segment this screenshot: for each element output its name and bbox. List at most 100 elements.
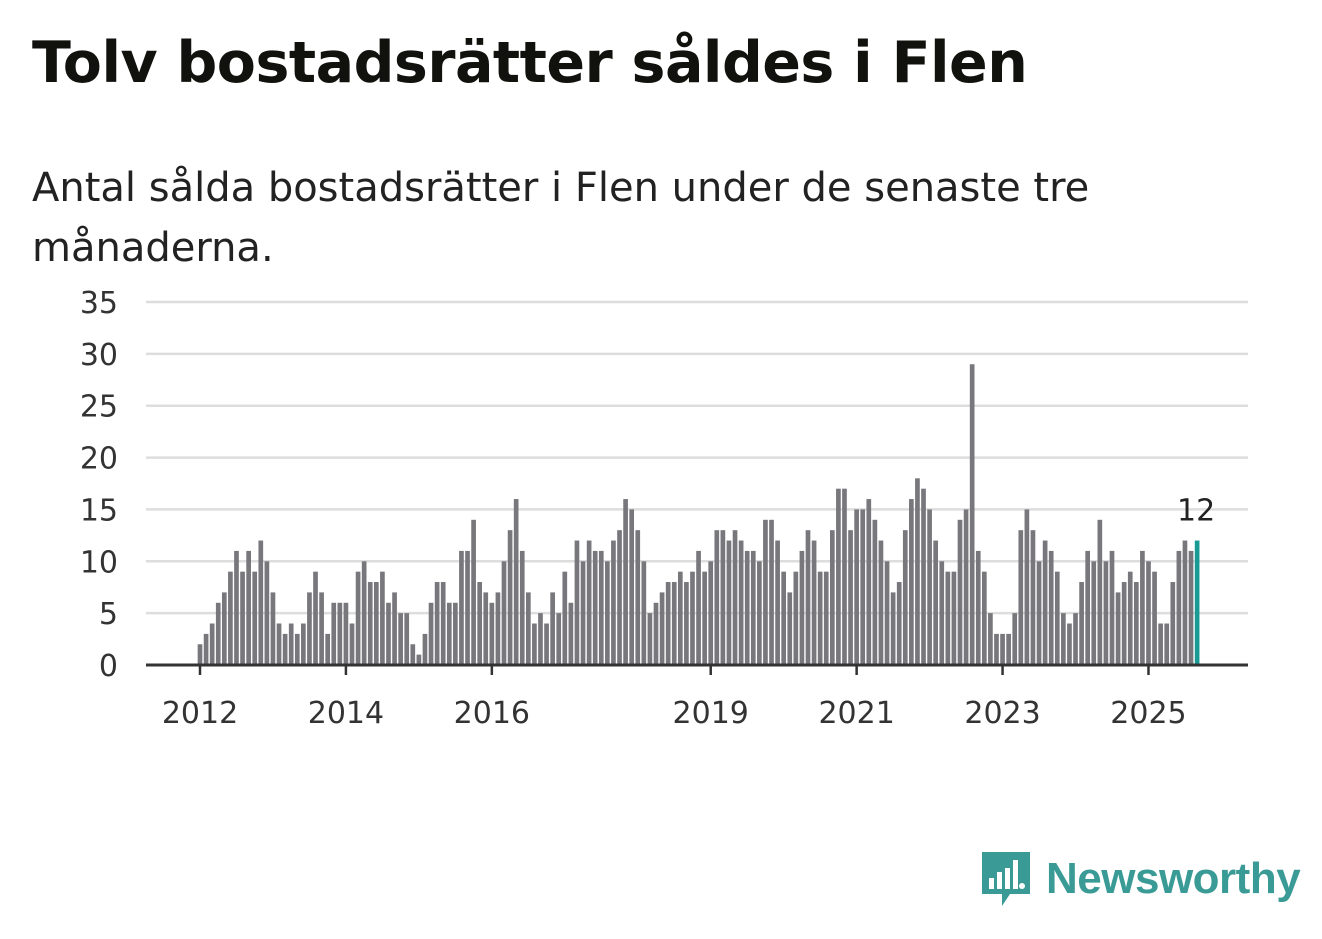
bar xyxy=(696,550,701,665)
chart-title: Tolv bostadsrätter såldes i Flen xyxy=(32,30,1028,96)
bar xyxy=(1146,561,1151,665)
x-axis-ticks: 2012 2014 2016 2019 2021 2023 2025 xyxy=(162,665,1187,731)
bar xyxy=(1103,561,1109,665)
bar xyxy=(580,561,586,665)
bar xyxy=(860,509,866,665)
bar xyxy=(902,530,908,665)
bar xyxy=(1012,613,1018,665)
bar xyxy=(1140,550,1145,665)
bar xyxy=(708,561,714,665)
bar xyxy=(367,582,373,665)
bar xyxy=(598,550,604,665)
bar xyxy=(1188,550,1194,665)
bar xyxy=(945,571,951,665)
bar xyxy=(1109,550,1115,665)
bar xyxy=(866,499,872,665)
bar xyxy=(823,571,829,665)
bar xyxy=(1097,519,1103,665)
bar xyxy=(811,540,817,665)
bar xyxy=(313,571,318,665)
bar xyxy=(909,499,914,665)
bar xyxy=(750,550,756,665)
bar xyxy=(538,613,543,665)
bar xyxy=(465,550,470,665)
y-tick-label: 25 xyxy=(80,390,118,425)
bar xyxy=(307,592,312,665)
bar xyxy=(884,561,890,665)
bar xyxy=(994,633,999,665)
newsworthy-logo[interactable]: Newsworthy xyxy=(980,848,1301,910)
bar xyxy=(1006,633,1011,665)
bar xyxy=(586,540,592,665)
bar xyxy=(641,561,647,665)
bar xyxy=(489,602,495,665)
bar xyxy=(805,530,811,665)
highlight-value-label: 12 xyxy=(1177,494,1215,529)
bar xyxy=(234,550,239,665)
bar xyxy=(343,602,349,665)
bar xyxy=(258,540,264,665)
bar xyxy=(453,602,458,665)
bar xyxy=(611,540,616,665)
bar xyxy=(988,613,993,665)
bar xyxy=(769,519,774,665)
bar xyxy=(1091,561,1097,665)
bar xyxy=(349,623,355,665)
bar xyxy=(373,582,379,665)
bar xyxy=(775,540,780,665)
bar xyxy=(240,571,245,665)
y-tick-label: 10 xyxy=(80,545,118,580)
bar xyxy=(574,540,580,665)
y-tick-label: 30 xyxy=(80,338,118,373)
bar xyxy=(1042,540,1048,665)
x-tick-label: 2016 xyxy=(454,696,530,731)
bar xyxy=(732,530,738,665)
bar xyxy=(440,582,446,665)
bar xyxy=(763,519,768,665)
bar xyxy=(1073,613,1078,665)
bar xyxy=(301,623,306,665)
y-tick-label: 35 xyxy=(80,286,118,321)
bar xyxy=(392,592,397,665)
bar xyxy=(404,613,410,665)
bar xyxy=(969,364,975,665)
bar xyxy=(483,592,489,665)
bar xyxy=(282,633,288,665)
y-tick-label: 20 xyxy=(80,442,118,477)
bar xyxy=(264,561,270,665)
bar xyxy=(501,561,507,665)
bar xyxy=(1182,540,1188,665)
bar xyxy=(410,644,416,665)
bar xyxy=(434,582,440,665)
bar xyxy=(787,592,793,665)
bar xyxy=(380,571,385,665)
bar xyxy=(221,592,227,665)
bar xyxy=(890,592,896,665)
bar xyxy=(361,561,367,665)
x-tick-label: 2023 xyxy=(964,696,1040,731)
bar xyxy=(1152,571,1157,665)
bar xyxy=(921,488,926,665)
bar xyxy=(951,571,957,665)
bar xyxy=(386,602,391,665)
bar xyxy=(1061,613,1066,665)
bar xyxy=(446,602,452,665)
bar xyxy=(963,509,969,665)
bar xyxy=(629,509,635,665)
x-tick-label: 2019 xyxy=(673,696,749,731)
bar xyxy=(738,540,744,665)
bar xyxy=(933,540,939,665)
bar xyxy=(471,519,476,665)
bar xyxy=(252,571,258,665)
bar xyxy=(592,550,598,665)
bar xyxy=(872,519,878,665)
bar xyxy=(1030,530,1036,665)
bar xyxy=(532,623,537,665)
bar xyxy=(684,582,689,665)
bar xyxy=(623,499,628,665)
bar xyxy=(525,592,531,665)
bar xyxy=(617,530,622,665)
bar xyxy=(270,592,276,665)
y-axis-labels: 0 5 10 15 20 25 30 35 xyxy=(80,286,118,684)
